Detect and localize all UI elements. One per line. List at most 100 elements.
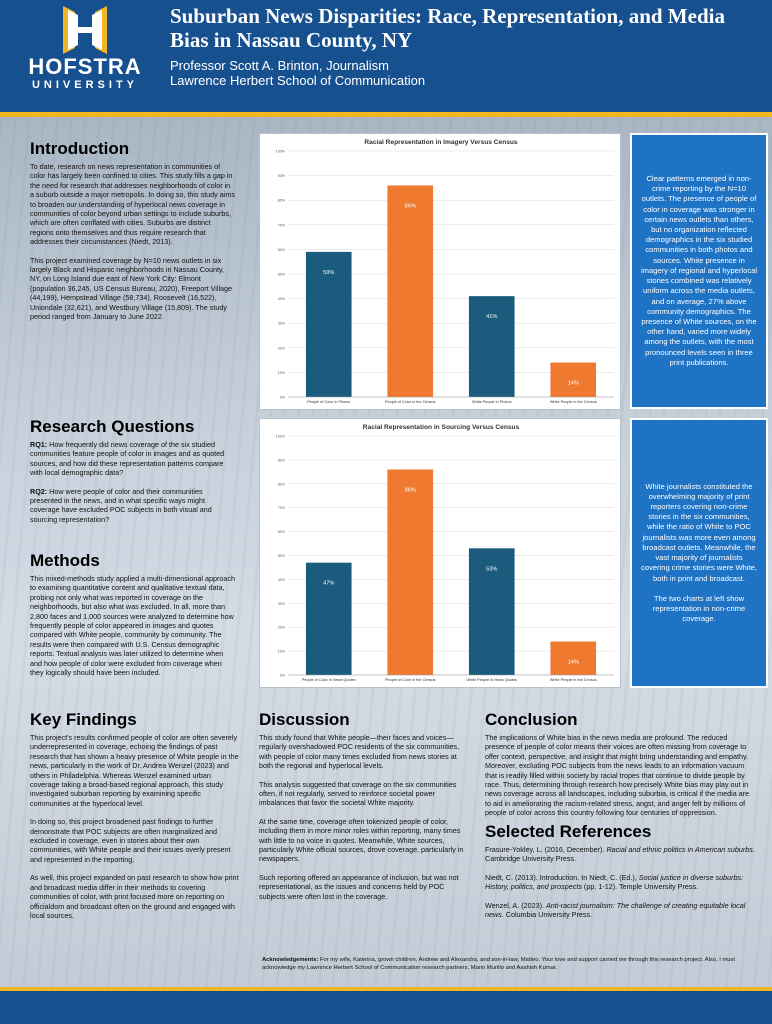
conclusion-heading: Conclusion (485, 710, 578, 729)
acknowledgements-label: Acknowledgements: (262, 957, 319, 963)
key-findings-paragraph-2: In doing so, this project broadened past… (30, 817, 231, 864)
imagery-callout-text: Clear patterns emerged in non-crime repo… (640, 174, 758, 367)
chart-0-bar (387, 185, 434, 397)
chart-0-ytick-label: 30% (278, 322, 286, 326)
chart-0-ytick-label: 10% (278, 371, 286, 375)
chart-1-ytick-label: 60% (278, 530, 286, 534)
discussion-section: Discussion This study found that White p… (259, 710, 467, 910)
reference-3-publisher: Columbia University Press. (503, 910, 593, 920)
key-findings-heading: Key Findings (30, 710, 137, 729)
chart-0-category-label: White People in the Census (550, 400, 597, 404)
chart-0-ytick-label: 60% (278, 248, 286, 252)
methods-section: Methods This mixed-methods study applied… (30, 551, 235, 686)
key-findings-paragraph-3: As well, this project expanded on past r… (30, 873, 239, 920)
poster-title: Suburban News Disparities: Race, Represe… (170, 4, 725, 52)
chart-0-data-label: 41% (486, 314, 497, 320)
chart-1-ytick-label: 30% (278, 602, 286, 606)
chart-0-ytick-label: 40% (278, 297, 286, 301)
chart-1-ytick-label: 70% (278, 506, 286, 510)
reference-1: Frasure-Yokley, L. (2016, December). Rac… (485, 845, 757, 864)
chart-1-ytick-label: 50% (278, 554, 286, 558)
reference-2-publisher: (pp. 1-12). Temple University Press. (581, 882, 699, 892)
reference-3: Wenzel, A. (2023). Anti-racist journalis… (485, 901, 757, 920)
acknowledgements-text: For my wife, Katerina, grown children, A… (262, 957, 735, 971)
chart-1-category-label: White People in the Census (550, 678, 597, 682)
key-findings-paragraph-1: This project's results confirmed people … (30, 733, 239, 808)
acknowledgements: Acknowledgements: For my wife, Katerina,… (262, 956, 752, 972)
discussion-heading: Discussion (259, 710, 350, 729)
sourcing-callout-text-2: The two charts at left show representati… (652, 593, 746, 624)
chart-0-ytick-label: 90% (278, 174, 286, 178)
header-gold-stripe (0, 112, 772, 117)
footer-gold-stripe (0, 987, 772, 991)
chart-1-title: Racial Representation in Sourcing Versus… (363, 424, 520, 431)
chart-0-title: Racial Representation in Imagery Versus … (364, 139, 518, 146)
chart-1-data-label: 14% (568, 660, 579, 666)
chart-0-data-label: 14% (568, 381, 579, 387)
chart-1-ytick-label: 40% (278, 578, 286, 582)
chart-1-ytick-label: 0% (280, 674, 286, 678)
chart-0-category-label: People of Color in the Census (385, 400, 436, 404)
rq1-label: RQ1: (30, 440, 48, 449)
discussion-paragraph-2: This analysis suggested that coverage on… (259, 779, 457, 808)
reference-2-author: Niedt, C. (2013). Introduction. In Niedt… (485, 872, 639, 882)
conclusion-section: Conclusion The implications of White bia… (485, 710, 757, 827)
chart-0-data-label: 86% (405, 203, 416, 209)
chart-1-ytick-label: 100% (276, 435, 286, 439)
chart-0-ytick-label: 100% (276, 150, 286, 154)
rq1-paragraph: RQ1: How frequently did news coverage of… (30, 440, 235, 478)
introduction-section: Introduction To date, research on news r… (30, 139, 235, 331)
chart-1-bar (387, 469, 434, 675)
rq2-text: How were people of color and their commu… (30, 486, 212, 524)
imagery-chart-svg: Racial Representation in Imagery Versus … (276, 139, 614, 404)
reference-3-author: Wenzel, A. (2023). (485, 900, 546, 910)
introduction-paragraph-1: To date, research on news representation… (30, 162, 235, 247)
chart-1-ytick-label: 80% (278, 482, 286, 486)
reference-2: Niedt, C. (2013). Introduction. In Niedt… (485, 873, 757, 892)
school-name: Lawrence Herbert School of Communication (170, 73, 426, 88)
author-block: Professor Scott A. Brinton, Journalism L… (170, 58, 425, 88)
chart-1-bar (468, 548, 515, 675)
chart-0-ytick-label: 50% (278, 273, 286, 277)
introduction-paragraph-2: This project examined coverage by N=10 n… (30, 255, 233, 322)
rq2-paragraph: RQ2: How were people of color and their … (30, 487, 235, 525)
reference-1-title: Racial and ethnic politics in American s… (606, 845, 755, 854)
chart-1-category-label: People of Color in News Quotes (302, 678, 356, 682)
chart-1-category-label: People of Color in the Census (385, 678, 436, 682)
chart-0-data-label: 59% (323, 270, 334, 276)
discussion-paragraph-4: Such reporting offered an appearance of … (259, 872, 459, 901)
reference-1-publisher: Cambridge University Press. (485, 854, 577, 864)
chart-0-category-label: White People in Photos (472, 400, 512, 404)
poster-footer (0, 987, 772, 1024)
sourcing-callout: White journalists constituted the overwh… (630, 418, 768, 688)
chart-1-data-label: 47% (323, 581, 334, 587)
chart-1-ytick-label: 20% (278, 626, 286, 630)
imagery-chart: Racial Representation in Imagery Versus … (259, 133, 621, 410)
chart-1-bar (550, 641, 597, 675)
author-name: Professor Scott A. Brinton, Journalism (170, 58, 389, 73)
chart-0-category-label: People of Color in Photos (307, 400, 350, 404)
chart-1-bar (305, 562, 352, 675)
discussion-paragraph-1: This study found that White people—their… (259, 733, 460, 771)
chart-0-bar (550, 362, 597, 397)
chart-1-ytick-label: 10% (278, 650, 286, 654)
methods-heading: Methods (30, 551, 100, 570)
chart-0-ytick-label: 20% (278, 346, 286, 350)
logo-wordmark: HOFSTRA (28, 54, 142, 79)
imagery-callout: Clear patterns emerged in non-crime repo… (630, 133, 768, 409)
chart-1-data-label: 53% (486, 566, 497, 572)
chart-1-category-label: White People in News Quotes (467, 678, 518, 682)
research-questions-section: Research Questions RQ1: How frequently d… (30, 417, 235, 533)
chart-0-bar (468, 296, 515, 397)
sourcing-callout-text-1: White journalists constituted the overwh… (640, 481, 758, 583)
chart-1-data-label: 86% (405, 487, 416, 493)
introduction-heading: Introduction (30, 139, 130, 158)
rq1-text: How frequently did news coverage of the … (30, 440, 225, 478)
logo-subword: UNIVERSITY (31, 79, 138, 91)
chart-0-ytick-label: 70% (278, 223, 286, 227)
hofstra-h-shield-icon (63, 6, 107, 54)
research-questions-heading: Research Questions (30, 417, 195, 436)
reference-1-author: Frasure-Yokley, L. (2016, December). (485, 845, 607, 854)
key-findings-section: Key Findings This project's results conf… (30, 710, 242, 929)
methods-paragraph: This mixed-methods study applied a multi… (30, 574, 235, 678)
